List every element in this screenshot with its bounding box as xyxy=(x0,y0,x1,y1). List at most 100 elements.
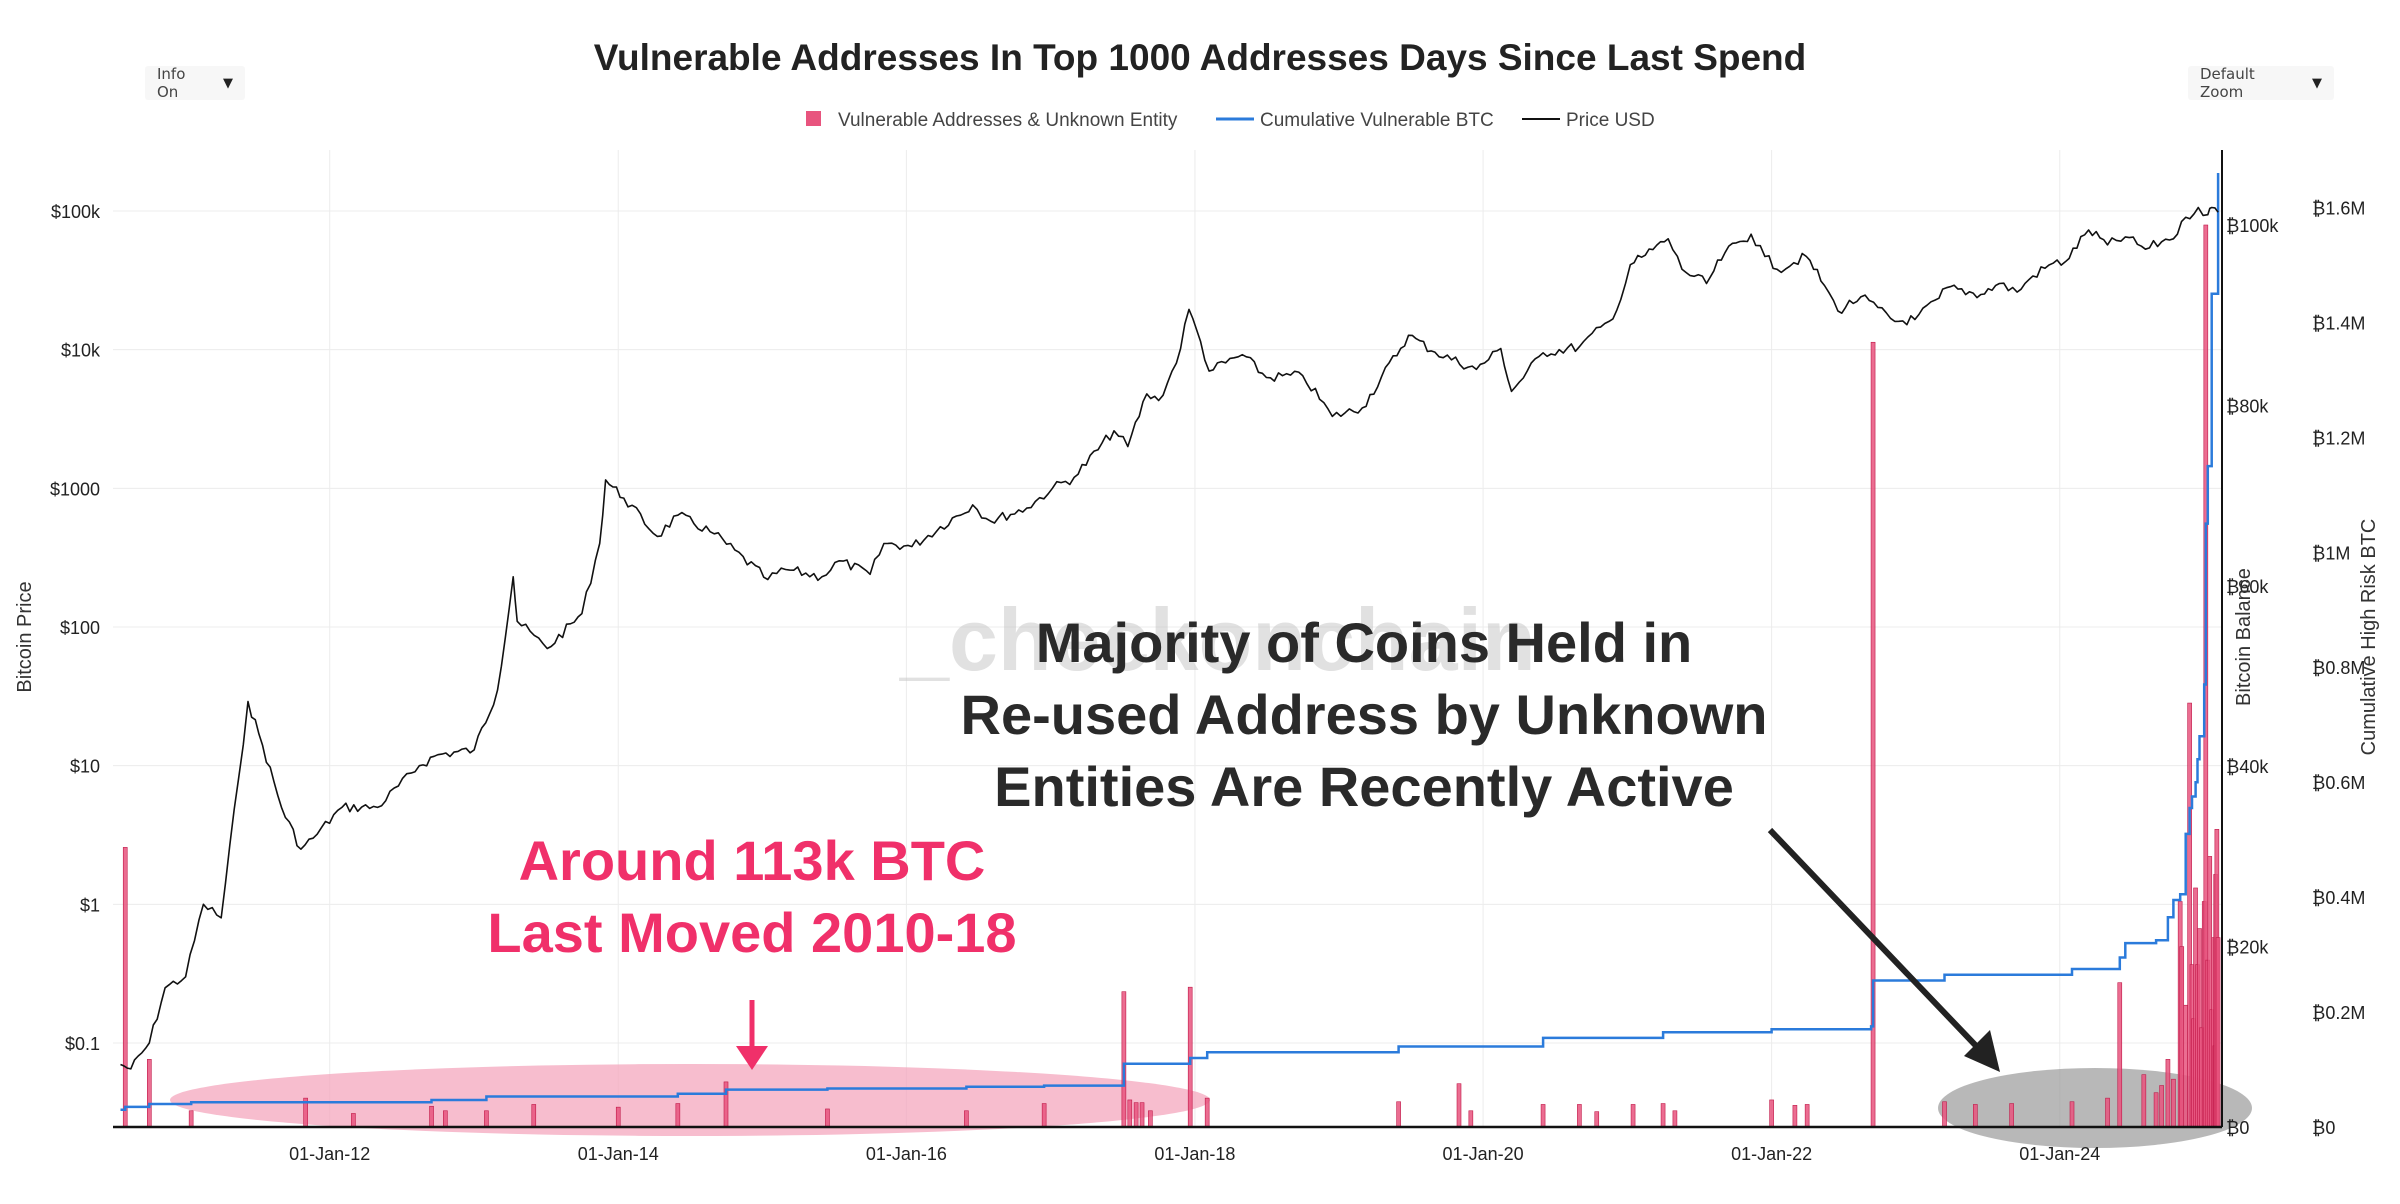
legend: Vulnerable Addresses & Unknown Entity Cu… xyxy=(806,110,1655,131)
x-tick-label: 01-Jan-20 xyxy=(1443,1144,1524,1164)
x-tick-label: 01-Jan-12 xyxy=(289,1144,370,1164)
vulnerable-bar xyxy=(531,1104,537,1128)
y-axis-title-balance: Bitcoin Balance xyxy=(2233,568,2255,706)
vulnerable-bar xyxy=(1594,1111,1600,1128)
chevron-down-icon: ▼ xyxy=(223,75,233,91)
cumulative-tick-label: ₿0.8M xyxy=(2312,658,2365,678)
zoom-dropdown[interactable]: Default Zoom ▼ xyxy=(2188,65,2334,101)
cumulative-tick-label: ₿1M xyxy=(2312,543,2350,563)
vulnerable-bar xyxy=(2159,1085,2164,1128)
pink-highlight-ellipse xyxy=(170,1064,1210,1136)
watermark: _checkonchain xyxy=(899,590,1536,689)
info-toggle-label: Info On xyxy=(157,65,186,101)
pink-down-arrow xyxy=(736,1000,768,1070)
cumulative-tick-label: ₿1.4M xyxy=(2312,313,2365,333)
tick-labels: $0.1 $1 $10 $100 $1000 $10k $100k 01-Jan-12 01-J… xyxy=(50,198,2365,1164)
vulnerable-bar xyxy=(615,1106,621,1128)
dark-diagonal-arrow xyxy=(1767,827,2000,1072)
vulnerable-bar xyxy=(1133,1102,1139,1128)
cumulative-tick-label: ₿1.2M xyxy=(2312,428,2365,448)
cumulative-tick-label: ₿1.6M xyxy=(2312,198,2365,218)
vulnerable-bar xyxy=(122,847,128,1128)
vulnerable-bar xyxy=(2153,1092,2159,1128)
vulnerable-bar xyxy=(1942,1101,1947,1128)
legend-bar-swatch[interactable] xyxy=(806,111,821,126)
dark-callout-line-3: Entities Are Recently Active xyxy=(994,755,1734,818)
vulnerable-bar xyxy=(1540,1104,1546,1128)
cumulative-line xyxy=(120,173,2220,1112)
vulnerable-bar xyxy=(1804,1104,1810,1128)
cumulative-tick-label: ₿0.4M xyxy=(2312,888,2365,908)
balance-tick-label: ₿20k xyxy=(2226,938,2269,958)
vulnerable-bar xyxy=(2069,1101,2075,1128)
vulnerable-bar xyxy=(1972,1104,1978,1128)
x-tick-label: 01-Jan-22 xyxy=(1731,1144,1812,1164)
vulnerable-bar xyxy=(1139,1102,1145,1128)
x-tick-label: 01-Jan-18 xyxy=(1154,1144,1235,1164)
vulnerable-bar xyxy=(351,1113,356,1128)
price-tick-label: $10k xyxy=(61,341,101,361)
vulnerable-bar xyxy=(964,1110,969,1128)
vulnerable-bar xyxy=(1672,1110,1678,1128)
y-axis-title-cumulative: Cumulative High Risk BTC xyxy=(2358,519,2380,756)
vulnerable-bar xyxy=(443,1110,448,1128)
vulnerable-bar xyxy=(2215,937,2221,1128)
vulnerable-bar xyxy=(825,1108,830,1128)
vulnerable-bar xyxy=(1204,1097,1210,1128)
balance-tick-label: ₿60k xyxy=(2226,577,2269,597)
zoom-label: Default Zoom xyxy=(2200,65,2255,101)
legend-label-price[interactable]: Price USD xyxy=(1566,110,1655,131)
vulnerable-bar xyxy=(147,1059,152,1128)
price-tick-label: $0.1 xyxy=(65,1034,100,1054)
price-tick-label: $1000 xyxy=(50,479,100,499)
vulnerable-bar xyxy=(675,1103,681,1128)
pink-callout-line-1: Around 113k BTC xyxy=(519,829,986,892)
vulnerable-bar xyxy=(1456,1083,1462,1128)
vulnerable-bar xyxy=(1630,1104,1636,1128)
cumulative-tick-label: ₿0.6M xyxy=(2312,773,2365,793)
price-tick-label: $1 xyxy=(80,895,100,915)
chart-title: Vulnerable Addresses In Top 1000 Address… xyxy=(594,37,1807,78)
vulnerable-bar xyxy=(1577,1104,1582,1128)
balance-tick-label: ₿100k xyxy=(2226,216,2279,236)
dark-callout-line-1: Majority of Coins Held in xyxy=(1036,611,1692,674)
vulnerable-bar xyxy=(1792,1105,1798,1128)
line-series xyxy=(120,173,2220,1112)
vulnerable-bar xyxy=(1148,1110,1153,1128)
x-tick-label: 01-Jan-16 xyxy=(866,1144,947,1164)
legend-label-cumulative[interactable]: Cumulative Vulnerable BTC xyxy=(1260,110,1494,131)
legend-label-bars[interactable]: Vulnerable Addresses & Unknown Entity xyxy=(838,110,1178,131)
x-tick-label: 01-Jan-24 xyxy=(2019,1144,2100,1164)
y-axis-title-price: Bitcoin Price xyxy=(14,581,36,692)
price-tick-label: $100k xyxy=(51,202,101,222)
price-tick-label: $100 xyxy=(60,618,100,638)
vulnerable-bar xyxy=(188,1110,194,1128)
x-tick-label: 01-Jan-14 xyxy=(578,1144,659,1164)
gridlines xyxy=(113,150,2222,1127)
vulnerable-bar xyxy=(2105,1097,2110,1128)
balance-tick-label: ₿40k xyxy=(2226,757,2269,777)
vulnerable-bar xyxy=(1468,1110,1474,1128)
pink-callout-line-2: Last Moved 2010-18 xyxy=(487,901,1016,964)
vulnerable-bar xyxy=(1769,1099,1774,1128)
vulnerable-bar xyxy=(1660,1103,1666,1128)
vulnerable-bar xyxy=(2141,1074,2147,1128)
vulnerable-bar xyxy=(2171,1078,2176,1128)
vulnerable-bar xyxy=(484,1110,489,1128)
price-tick-label: $10 xyxy=(70,757,100,777)
vulnerable-bar xyxy=(2009,1103,2014,1128)
cumulative-tick-label: ₿0 xyxy=(2312,1118,2335,1138)
info-toggle-dropdown[interactable]: Info On ▼ xyxy=(145,65,245,101)
vulnerable-bar xyxy=(2179,946,2185,1128)
cumulative-tick-label: ₿0.2M xyxy=(2312,1003,2365,1023)
chevron-down-icon: ▼ xyxy=(2312,75,2322,91)
balance-tick-label: ₿0 xyxy=(2226,1118,2249,1138)
vulnerable-bar xyxy=(1041,1103,1047,1128)
price-line xyxy=(120,206,2219,1070)
vulnerable-bar xyxy=(1396,1101,1401,1128)
vulnerable-bar xyxy=(1127,1099,1133,1128)
vulnerable-bar xyxy=(2183,1004,2188,1128)
vulnerable-bar xyxy=(2117,982,2123,1128)
vulnerable-bar xyxy=(1121,991,1127,1128)
